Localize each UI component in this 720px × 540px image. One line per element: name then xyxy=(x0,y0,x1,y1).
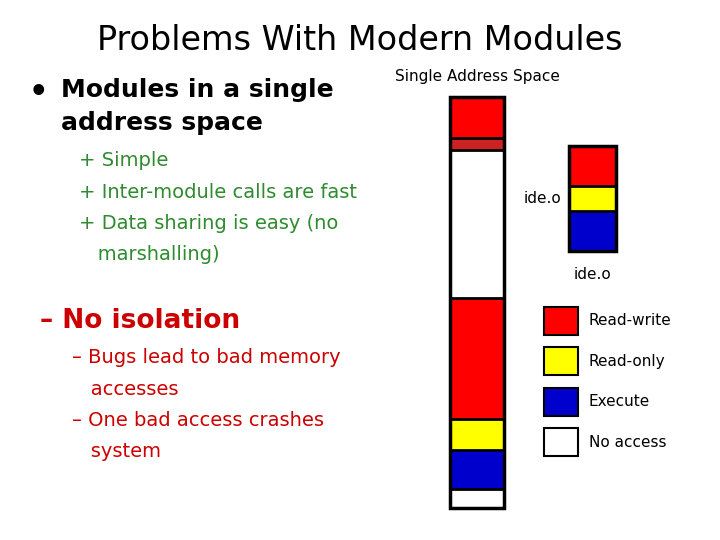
Text: Read-only: Read-only xyxy=(589,354,665,369)
Bar xyxy=(569,211,616,251)
Text: Modules in a single: Modules in a single xyxy=(61,78,334,102)
Bar xyxy=(450,450,504,489)
Text: + Simple: + Simple xyxy=(79,151,168,170)
Bar xyxy=(450,489,504,508)
Text: accesses: accesses xyxy=(72,380,179,399)
Text: marshalling): marshalling) xyxy=(79,245,220,264)
Bar xyxy=(569,146,616,251)
Bar xyxy=(544,388,578,416)
Bar xyxy=(450,420,504,450)
Text: •: • xyxy=(29,78,48,107)
Bar xyxy=(569,186,616,211)
Bar xyxy=(450,150,504,298)
Text: No access: No access xyxy=(589,435,667,450)
Text: + Data sharing is easy (no: + Data sharing is easy (no xyxy=(79,214,338,233)
Bar xyxy=(450,298,504,420)
Bar xyxy=(450,97,504,138)
Text: Problems With Modern Modules: Problems With Modern Modules xyxy=(97,24,623,57)
Bar xyxy=(544,307,578,335)
Text: – No isolation: – No isolation xyxy=(40,308,240,334)
Text: ide.o: ide.o xyxy=(573,267,611,282)
Text: + Inter-module calls are fast: + Inter-module calls are fast xyxy=(79,183,357,201)
Text: Read-write: Read-write xyxy=(589,313,672,328)
Bar xyxy=(544,347,578,375)
Bar xyxy=(450,97,504,508)
Bar xyxy=(544,428,578,456)
Text: – One bad access crashes: – One bad access crashes xyxy=(72,411,324,430)
Text: ide.o: ide.o xyxy=(524,191,562,206)
Text: Single Address Space: Single Address Space xyxy=(395,69,559,84)
Text: Execute: Execute xyxy=(589,394,650,409)
Text: – Bugs lead to bad memory: – Bugs lead to bad memory xyxy=(72,348,341,367)
Text: system: system xyxy=(72,442,161,461)
Bar xyxy=(450,138,504,150)
Text: address space: address space xyxy=(61,111,263,134)
Bar xyxy=(569,146,616,186)
